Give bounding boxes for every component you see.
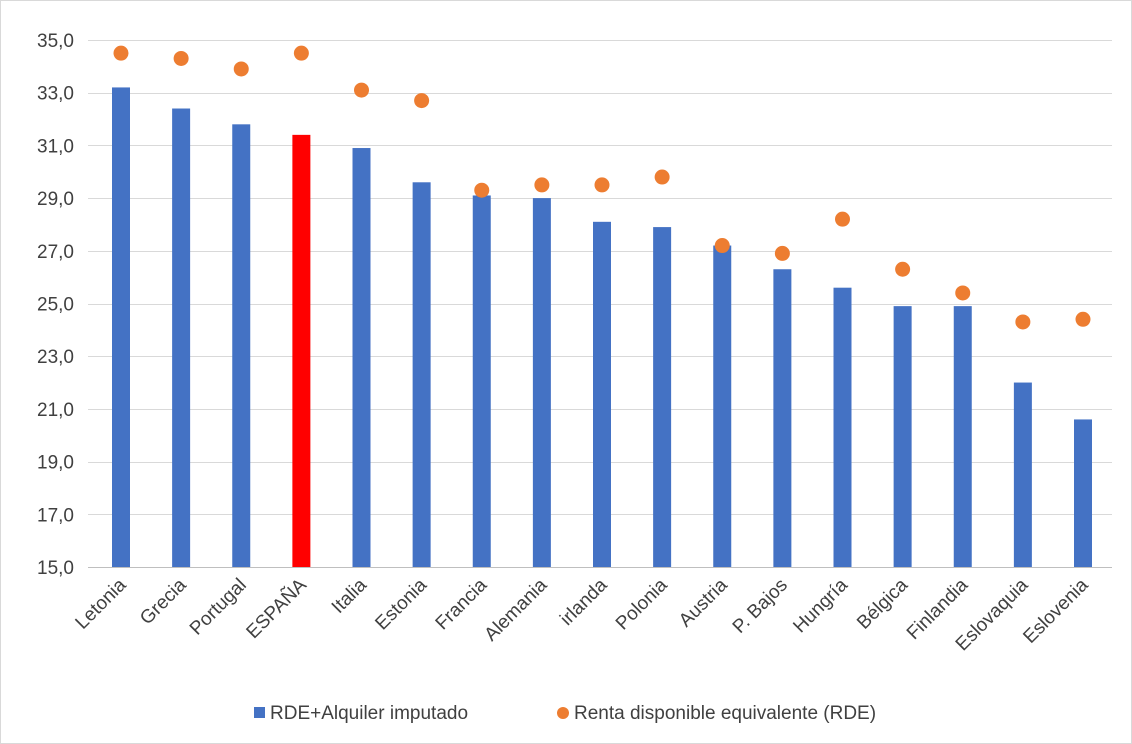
marker-eslovenia: [1075, 311, 1091, 327]
marker-alemania: [534, 177, 550, 193]
y-tick-label: 17,0: [37, 505, 74, 526]
legend-marker-label: Renta disponible equivalente (RDE): [574, 703, 876, 724]
x-category-label: Alemania: [481, 574, 552, 645]
x-category-label: Letonia: [72, 574, 131, 633]
x-category-label: irlanda: [556, 574, 611, 629]
marker-estonia: [414, 93, 430, 109]
x-category-label: Francia: [432, 574, 492, 634]
marker-portugal: [233, 61, 249, 77]
bar-finlandia: [953, 306, 972, 567]
y-tick-label: 25,0: [37, 295, 74, 316]
bar-francia: [472, 195, 491, 567]
y-tick-label: 21,0: [37, 400, 74, 421]
y-tick-label: 19,0: [37, 453, 74, 474]
x-category-label: Austria: [675, 574, 732, 631]
marker-grecia: [173, 50, 189, 66]
markers: [113, 45, 1091, 330]
bar-p-bajos: [773, 269, 792, 567]
y-tick-label: 15,0: [37, 558, 74, 579]
marker-eslovaquia: [1015, 314, 1031, 330]
bar-alemania: [532, 198, 551, 567]
bar-bélgica: [893, 306, 912, 567]
bar-eslovenia: [1074, 419, 1092, 567]
marker-españa: [293, 45, 309, 61]
bar-eslovaquia: [1013, 382, 1032, 567]
bar-grecia: [172, 108, 191, 567]
y-tick-label: 35,0: [37, 31, 74, 52]
x-category-label: ESPAÑA: [242, 574, 311, 643]
marker-finlandia: [955, 285, 971, 301]
x-category-label: Portugal: [186, 575, 251, 640]
x-category-label: Eslovenia: [1019, 574, 1092, 647]
bar-estonia: [412, 182, 431, 568]
legend: RDE+Alquiler imputado Renta disponible e…: [254, 703, 876, 724]
bar-irlanda: [593, 221, 611, 567]
marker-austria: [714, 238, 730, 254]
y-axis-tick-labels: 15,0 17,0 19,0 21,0 23,0 25,0 27,0 29,0 31,0 33,0…: [37, 31, 74, 579]
bar-españa: [292, 134, 311, 568]
y-tick-label: 27,0: [37, 242, 74, 263]
y-tick-label: 33,0: [37, 84, 74, 105]
x-category-label: Estonia: [371, 574, 431, 634]
x-category-label: Bélgica: [853, 574, 912, 633]
bars: [112, 87, 1092, 568]
marker-p-bajos: [774, 245, 790, 261]
x-category-label: Hungría: [789, 574, 852, 637]
legend-bar-swatch: [254, 707, 265, 718]
gridlines: [88, 40, 1112, 568]
legend-marker-swatch: [557, 707, 569, 719]
marker-hungría: [835, 211, 850, 227]
x-category-label: Polonia: [612, 574, 672, 634]
bar-letonia: [112, 87, 130, 568]
marker-italia: [354, 82, 369, 98]
bar-hungría: [833, 287, 852, 567]
marker-irlanda: [594, 177, 610, 193]
bar-portugal: [232, 124, 251, 567]
legend-bar-label: RDE+Alquiler imputado: [270, 703, 468, 724]
marker-francia: [474, 182, 490, 198]
y-tick-label: 23,0: [37, 347, 74, 368]
x-category-label: P. Bajos: [729, 575, 792, 638]
bar-austria: [713, 245, 732, 567]
x-category-label: Italia: [328, 574, 372, 618]
x-category-label: Grecia: [136, 574, 191, 629]
marker-letonia: [113, 45, 129, 61]
y-tick-label: 31,0: [37, 136, 74, 157]
bar-polonia: [653, 227, 672, 567]
marker-polonia: [654, 169, 670, 185]
marker-bélgica: [895, 261, 911, 277]
bar-italia: [352, 148, 371, 567]
y-tick-label: 29,0: [37, 189, 74, 210]
